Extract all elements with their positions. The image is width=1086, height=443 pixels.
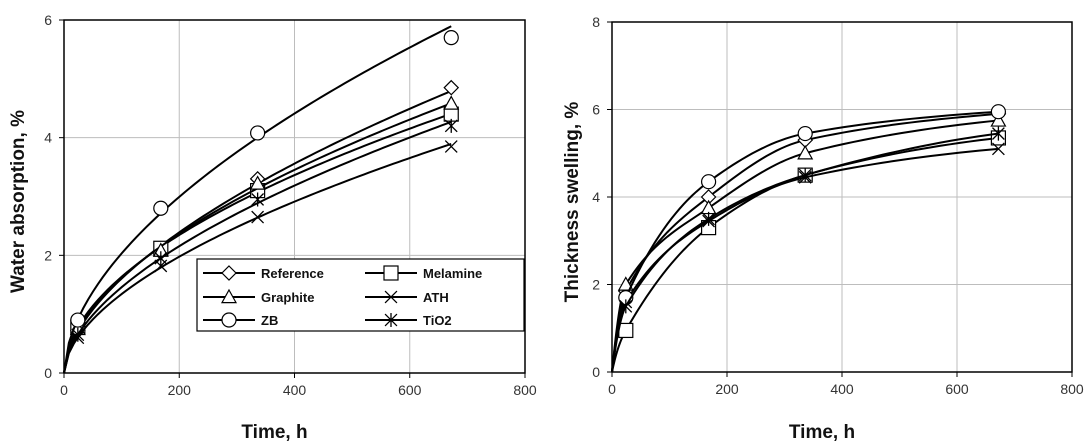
data-point-zb bbox=[70, 312, 86, 328]
data-point-graphite bbox=[797, 145, 814, 160]
y-axis-title: Thickness swelling, % bbox=[562, 102, 583, 303]
legend-item-tio2: TiO2 bbox=[365, 313, 452, 328]
data-point-tio2 bbox=[798, 168, 812, 183]
y-axis-title: Water absorption, % bbox=[8, 110, 29, 293]
y-tick-label: 4 bbox=[44, 130, 52, 146]
x-axis-title: Time, h bbox=[789, 422, 855, 443]
data-point-reference bbox=[443, 79, 460, 96]
data-point-ath bbox=[991, 142, 1005, 156]
x-tick-label: 200 bbox=[715, 381, 739, 397]
data-point-graphite bbox=[249, 175, 266, 190]
legend-marker bbox=[221, 312, 237, 328]
legend-marker bbox=[384, 290, 398, 304]
legend-item-zb: ZB bbox=[203, 312, 278, 328]
legend-item-melamine: Melamine bbox=[365, 265, 482, 281]
legend: Reference Melamine Graphite ATH ZB TiO2 bbox=[196, 258, 525, 332]
series-tio2 bbox=[63, 118, 458, 374]
legend-label: Graphite bbox=[261, 290, 314, 305]
data-point-tio2 bbox=[154, 251, 168, 266]
series-line-melamine bbox=[63, 112, 452, 374]
data-point-ath bbox=[444, 140, 458, 153]
x-tick-label: 600 bbox=[945, 381, 969, 397]
legend-label: Reference bbox=[261, 266, 324, 281]
data-point-tio2 bbox=[702, 211, 716, 226]
y-tick-label: 8 bbox=[592, 14, 600, 30]
y-tick-label: 4 bbox=[592, 189, 600, 205]
data-point-ath bbox=[251, 210, 265, 224]
data-point-zb bbox=[797, 125, 813, 142]
data-point-zb bbox=[250, 125, 266, 141]
legend-label: ZB bbox=[261, 313, 278, 328]
series-line-tio2 bbox=[63, 120, 452, 374]
series-melamine bbox=[63, 106, 459, 374]
x-tick-label: 400 bbox=[830, 381, 854, 397]
y-tick-label: 6 bbox=[44, 12, 52, 28]
series-tio2 bbox=[611, 126, 1005, 373]
data-point-zb bbox=[443, 30, 459, 46]
series-zb bbox=[611, 104, 1007, 373]
legend-marker bbox=[220, 288, 238, 304]
x-tick-label: 600 bbox=[398, 382, 422, 398]
water-absorption-chart: 0 200 400 600 800 0 2 4 6 Time, h Water absorption… bbox=[8, 12, 537, 443]
legend-label: Melamine bbox=[423, 266, 482, 281]
legend-marker bbox=[383, 265, 399, 281]
y-tick-label: 2 bbox=[44, 247, 52, 263]
series-melamine bbox=[611, 130, 1007, 373]
legend-label: ATH bbox=[423, 290, 449, 305]
data-point-graphite bbox=[700, 199, 717, 215]
thickness-swelling-chart: 0 200 400 600 800 0 2 4 6 8 Time, h Thickness swell… bbox=[562, 14, 1084, 443]
series-graphite bbox=[611, 112, 1007, 373]
x-tick-label: 400 bbox=[283, 382, 307, 398]
legend-marker bbox=[221, 265, 237, 281]
data-point-graphite bbox=[990, 112, 1007, 127]
series-reference bbox=[611, 106, 1007, 373]
y-tick-label: 2 bbox=[592, 277, 600, 293]
x-tick-label: 800 bbox=[513, 382, 537, 398]
x-tick-label: 800 bbox=[1060, 381, 1084, 397]
y-tick-label: 0 bbox=[592, 364, 600, 380]
y-tick-label: 6 bbox=[592, 102, 600, 118]
x-tick-label: 0 bbox=[608, 381, 616, 397]
x-tick-label: 200 bbox=[168, 382, 192, 398]
data-point-zb bbox=[700, 174, 717, 190]
legend-item-reference: Reference bbox=[203, 265, 324, 281]
data-point-graphite bbox=[443, 95, 460, 110]
data-point-tio2 bbox=[991, 126, 1005, 141]
data-point-tio2 bbox=[619, 299, 633, 314]
data-point-zb bbox=[153, 200, 169, 216]
legend-label: TiO2 bbox=[423, 313, 452, 328]
data-point-zb bbox=[990, 104, 1007, 120]
series-zb bbox=[63, 25, 459, 374]
data-point-tio2 bbox=[71, 327, 85, 342]
data-point-melamine bbox=[618, 322, 634, 339]
y-tick-label: 0 bbox=[44, 365, 52, 381]
data-point-tio2 bbox=[251, 192, 265, 207]
legend-marker bbox=[384, 313, 398, 327]
x-tick-label: 0 bbox=[60, 382, 68, 398]
legend-item-ath: ATH bbox=[365, 290, 449, 305]
legend-item-graphite: Graphite bbox=[203, 288, 314, 305]
x-axis-title: Time, h bbox=[241, 422, 307, 443]
data-point-tio2 bbox=[444, 118, 458, 133]
